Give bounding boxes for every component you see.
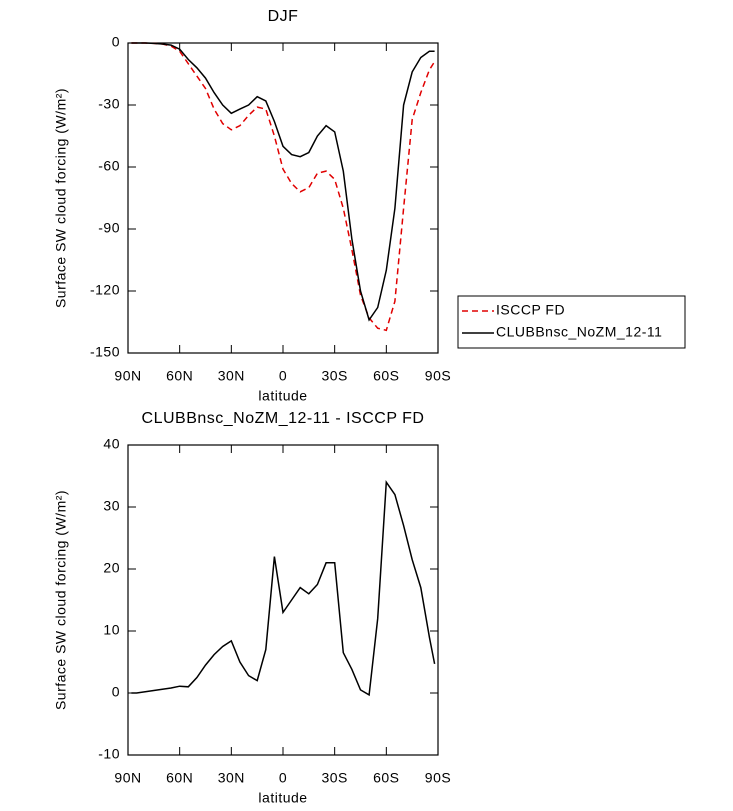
y-tick-label: 0	[112, 34, 120, 50]
x-tick-label: 90S	[425, 368, 451, 384]
x-tick-label: 90N	[114, 770, 141, 786]
x-axis-label: latitude	[258, 790, 307, 806]
x-tick-label: 90N	[114, 368, 141, 384]
y-tick-label: -90	[98, 220, 120, 236]
data-line	[131, 480, 436, 697]
x-tick-label: 30N	[218, 770, 245, 786]
legend-label: CLUBBnsc_NoZM_12-11	[496, 324, 662, 340]
y-tick-label: -60	[98, 158, 120, 174]
y-tick-label: 20	[103, 560, 120, 576]
legend-box	[457, 295, 686, 349]
y-tick-label: 30	[103, 498, 120, 514]
plot-frame	[127, 444, 439, 756]
y-tick-label: -10	[98, 746, 120, 762]
chart-title: DJF	[268, 8, 299, 25]
x-tick-label: 60S	[373, 368, 399, 384]
y-tick-label: -120	[90, 282, 120, 298]
x-tick-label: 60S	[373, 770, 399, 786]
y-tick-label: -150	[90, 344, 120, 360]
legend-label: ISCCP FD	[496, 302, 565, 318]
y-tick-label: 10	[103, 622, 120, 638]
plot-frame	[127, 42, 439, 354]
y-tick-label: -30	[98, 96, 120, 112]
x-tick-label: 60N	[166, 368, 193, 384]
data-line	[131, 42, 435, 322]
chart-panel: DJF 0 -30 -60 -90 -120 -150 90N 60N 30N 0 30S 60S 90S…	[53, 8, 686, 404]
x-tick-label: 60N	[166, 770, 193, 786]
x-tick-label: 30S	[321, 770, 347, 786]
x-tick-label: 30N	[218, 368, 245, 384]
y-tick-label: 40	[103, 436, 120, 452]
chart-title: CLUBBnsc_NoZM_12-11 - ISCCP FD	[142, 410, 425, 427]
x-tick-label: 0	[279, 368, 287, 384]
x-axis-label: latitude	[258, 388, 307, 404]
chart-panel: CLUBBnsc_NoZM_12-11 - ISCCP FD -10 0 10 20 30…	[53, 410, 451, 806]
data-line	[131, 42, 436, 332]
x-tick-label: 30S	[321, 368, 347, 384]
y-tick-label: 0	[112, 684, 120, 700]
y-axis-label: Surface SW cloud forcing (W/m²)	[53, 88, 69, 308]
y-axis-label: Surface SW cloud forcing (W/m²)	[53, 490, 69, 710]
x-tick-label: 90S	[425, 770, 451, 786]
x-tick-label: 0	[279, 770, 287, 786]
